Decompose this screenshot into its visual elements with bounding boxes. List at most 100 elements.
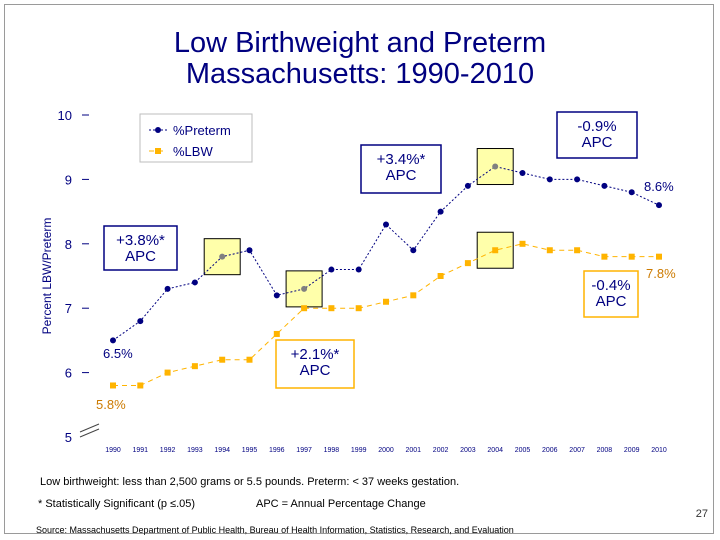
- preterm-point: [219, 253, 226, 260]
- preterm-point: [110, 337, 116, 344]
- chart-title: Low Birthweight and Preterm Massachusett…: [0, 28, 720, 90]
- apc-box: [103, 225, 178, 271]
- x-tick-label: 2001: [406, 447, 422, 454]
- lbw-point: [328, 305, 335, 312]
- x-tick-label: 2007: [569, 447, 585, 454]
- preterm-point: [383, 221, 389, 228]
- apc-box: [275, 339, 355, 389]
- apc-definition-note: APC = Annual Percentage Change: [256, 498, 426, 510]
- x-tick-label: 2003: [460, 447, 476, 454]
- x-tick-label: 2006: [542, 447, 558, 454]
- axis-break-mark: [79, 423, 100, 433]
- legend-label: %Preterm: [173, 123, 231, 138]
- preterm-point: [546, 176, 553, 183]
- preterm-point: [574, 176, 581, 183]
- y-tick-label: 9: [65, 172, 72, 187]
- lbw-point: [437, 273, 444, 279]
- highlight-box: [476, 148, 514, 186]
- preterm-point: [355, 266, 362, 273]
- legend-marker: [155, 148, 161, 154]
- x-tick-label: 2010: [651, 447, 667, 454]
- preterm-point: [656, 202, 662, 209]
- source-note: Source: Massachusetts Department of Publ…: [36, 525, 514, 535]
- lbw-point: [546, 247, 553, 254]
- lbw-point: [383, 298, 389, 305]
- x-tick-label: 1997: [296, 447, 312, 454]
- apc-text: +2.1%*: [291, 346, 340, 363]
- apc-annotation: +2.1%*APC: [275, 339, 355, 389]
- x-tick-label: 1995: [242, 447, 258, 454]
- definition-note: Low birthweight: less than 2,500 grams o…: [40, 476, 460, 488]
- lbw-point: [574, 247, 581, 254]
- preterm-point: [492, 163, 499, 170]
- preterm-point: [137, 318, 144, 325]
- preterm-point: [246, 247, 253, 254]
- page-number: 27: [695, 508, 708, 520]
- x-tick-label: 2002: [433, 447, 449, 454]
- x-tick-label: 1999: [351, 447, 367, 454]
- x-tick-label: 1991: [133, 447, 149, 454]
- x-tick-label: 1994: [214, 447, 230, 454]
- preterm-point: [164, 285, 171, 292]
- lbw-point: [191, 363, 198, 370]
- lbw-point: [219, 356, 226, 363]
- preterm-point: [273, 292, 280, 299]
- lbw-point: [601, 253, 608, 260]
- preterm-point: [328, 266, 335, 273]
- x-tick-label: 1998: [324, 447, 340, 454]
- preterm-point: [410, 247, 417, 254]
- series-line: [112, 165, 660, 341]
- x-tick-label: 1992: [160, 447, 176, 454]
- data-label: 7.8%: [646, 266, 676, 281]
- y-tick-label: 7: [65, 301, 72, 316]
- preterm-point: [464, 182, 471, 189]
- apc-annotation: +3.8%*APC: [103, 225, 178, 271]
- lbw-point: [164, 369, 171, 376]
- preterm-point: [191, 279, 198, 286]
- legend-label: %LBW: [173, 144, 213, 159]
- apc-text: APC: [300, 362, 331, 379]
- y-tick-label: 6: [65, 366, 72, 381]
- apc-box: [360, 144, 442, 194]
- apc-text: APC: [386, 167, 417, 184]
- x-tick-label: 2004: [487, 447, 503, 454]
- lbw-point: [246, 356, 253, 363]
- apc-text: APC: [582, 134, 613, 151]
- preterm-point: [601, 182, 608, 189]
- x-tick-label: 2008: [597, 447, 613, 454]
- x-tick-label: 1993: [187, 447, 203, 454]
- legend: %Preterm %LBW: [139, 113, 253, 163]
- apc-text: +3.4%*: [377, 151, 426, 168]
- apc-text: -0.4%: [591, 277, 630, 294]
- x-tick-label: 1996: [269, 447, 285, 454]
- axis-break-mark: [79, 428, 100, 438]
- significance-note: * Statistically Significant (p ≤.05): [38, 498, 196, 510]
- lbw-point: [355, 305, 362, 312]
- apc-box: [583, 270, 639, 318]
- lbw-point: [273, 330, 280, 337]
- apc-annotation: -0.9%APC: [556, 111, 638, 159]
- y-axis-title: Percent LBW/Preterm: [40, 218, 54, 335]
- lbw-point: [110, 382, 116, 389]
- x-tick-label: 2009: [624, 447, 640, 454]
- y-tick-label: 5: [65, 430, 72, 445]
- lbw-point: [464, 260, 471, 267]
- apc-annotation: +3.4%*APC: [360, 144, 442, 194]
- lbw-point: [656, 253, 662, 260]
- apc-text: APC: [125, 248, 156, 265]
- lbw-point: [301, 305, 308, 312]
- lbw-point: [628, 253, 635, 260]
- preterm-point: [301, 285, 308, 292]
- y-tick-label: 8: [65, 237, 72, 252]
- data-label: 5.8%: [96, 397, 126, 412]
- lbw-point: [410, 292, 417, 299]
- title-line-1: Low Birthweight and Preterm: [173, 27, 547, 59]
- apc-annotation: -0.4%APC: [583, 270, 639, 318]
- preterm-point: [519, 169, 526, 176]
- slide-frame: [4, 4, 714, 534]
- x-tick-label: 2000: [378, 447, 394, 454]
- lbw-point: [519, 240, 526, 247]
- data-label: 8.6%: [644, 179, 674, 194]
- preterm-point: [628, 189, 635, 196]
